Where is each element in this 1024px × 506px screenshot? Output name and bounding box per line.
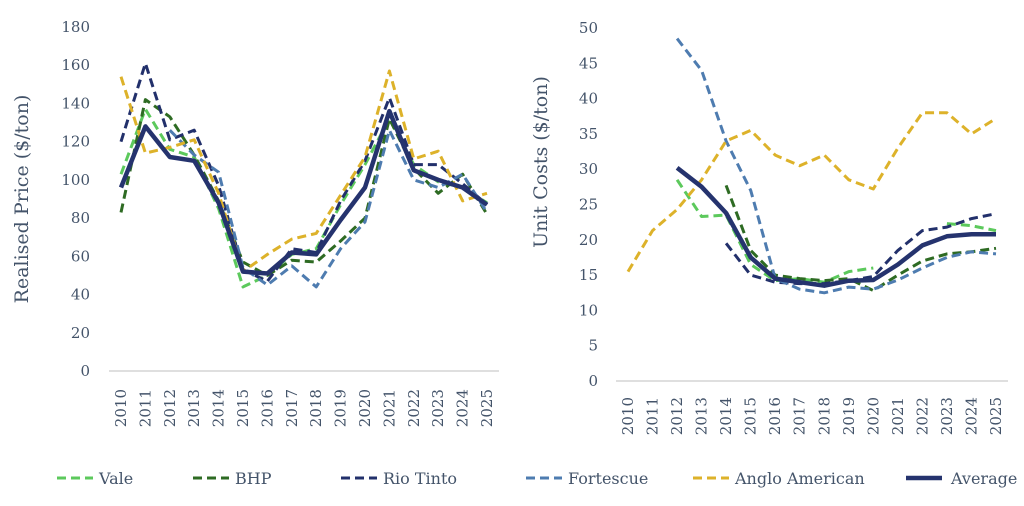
x-tick-label: 2015 [742, 397, 760, 435]
x-tick-label: 2021 [380, 389, 398, 427]
y-tick-label: 35 [579, 125, 598, 143]
series-line-average [118, 108, 489, 276]
y-tick-label: 100 [61, 171, 90, 189]
legend-label-anglo-american: Anglo American [734, 469, 865, 488]
series-line-bhp [724, 184, 997, 293]
series-line-bhp [119, 98, 489, 277]
x-tick-label: 2015 [234, 389, 252, 427]
y-tick-label: 80 [71, 209, 90, 227]
x-tick-label: 2013 [693, 397, 711, 435]
x-tick-label: 2023 [938, 397, 956, 435]
legend-label-fortescue: Fortescue [568, 469, 648, 488]
x-tick-label: 2017 [791, 397, 809, 435]
y-tick-label: 180 [61, 18, 90, 36]
series-line-vale [675, 178, 997, 284]
y-tick-label: 160 [61, 56, 90, 74]
x-tick-label: 2019 [332, 389, 350, 427]
y-tick-label: 5 [588, 337, 598, 355]
x-tick-label: 2025 [478, 389, 496, 427]
series-line-anglo-american [626, 111, 997, 273]
x-tick-label: 2022 [405, 389, 423, 427]
y-tick-label: 10 [579, 301, 598, 319]
y-tick-label: 20 [579, 231, 598, 249]
y-tick-label: 60 [71, 247, 90, 265]
legend-label-bhp: BHP [235, 469, 272, 488]
x-tick-label: 2017 [283, 389, 301, 427]
x-tick-label: 2020 [864, 397, 882, 435]
y-tick-label: 120 [61, 133, 90, 151]
x-tick-label: 2022 [913, 397, 931, 435]
y-tick-label: 45 [579, 54, 598, 72]
x-tick-label: 2014 [210, 389, 228, 427]
legend-label-average: Average [950, 469, 1017, 488]
x-tick-label: 2025 [987, 397, 1005, 435]
x-tick-label: 2018 [307, 389, 325, 427]
y-tick-label: 20 [71, 324, 90, 342]
x-tick-label: 2018 [815, 397, 833, 435]
x-tick-label: 2013 [185, 389, 203, 427]
x-tick-label: 2012 [668, 397, 686, 435]
series-line-rio-tinto [724, 212, 997, 286]
y-tick-label: 30 [579, 160, 598, 178]
legend-label-vale: Vale [98, 469, 133, 488]
x-tick-label: 2016 [258, 389, 276, 427]
x-tick-label: 2014 [717, 397, 735, 435]
x-tick-label: 2011 [644, 397, 662, 435]
series-line-fortescue [168, 128, 489, 289]
x-tick-label: 2016 [766, 397, 784, 435]
y-axis-title: Realised Price ($/ton) [11, 95, 33, 304]
series-line-anglo-american [119, 69, 488, 274]
x-tick-label: 2019 [840, 397, 858, 435]
x-tick-label: 2010 [112, 389, 130, 427]
realised-price-chart: 0 20 40 60 80 100 120 140 160 180 2010 2011 2012 2013… [11, 18, 499, 427]
y-tick-label: 140 [61, 94, 90, 112]
x-tick-label: 2021 [889, 397, 907, 435]
legend: Vale BHP Rio Tinto Fortescue Anglo American A… [57, 469, 1017, 488]
y-tick-label: 40 [579, 90, 598, 108]
series-line-rio-tinto [119, 61, 488, 283]
x-tick-label: 2020 [356, 389, 374, 427]
y-tick-label: 0 [80, 362, 90, 380]
series-line-fortescue [675, 37, 997, 295]
x-tick-label: 2023 [429, 389, 447, 427]
x-tick-label: 2012 [161, 389, 179, 427]
y-tick-label: 0 [588, 372, 598, 390]
legend-label-rio-tinto: Rio Tinto [383, 469, 457, 488]
x-tick-label: 2024 [454, 389, 472, 427]
x-tick-label: 2010 [619, 397, 637, 435]
series-line-average [675, 166, 996, 288]
y-tick-label: 40 [71, 286, 90, 304]
y-tick-label: 50 [579, 19, 598, 37]
y-tick-label: 25 [579, 196, 598, 214]
x-tick-label: 2011 [136, 389, 154, 427]
x-tick-label: 2024 [962, 397, 980, 435]
y-axis-title: Unit Costs ($/ton) [530, 76, 552, 248]
y-tick-label: 15 [579, 266, 598, 284]
